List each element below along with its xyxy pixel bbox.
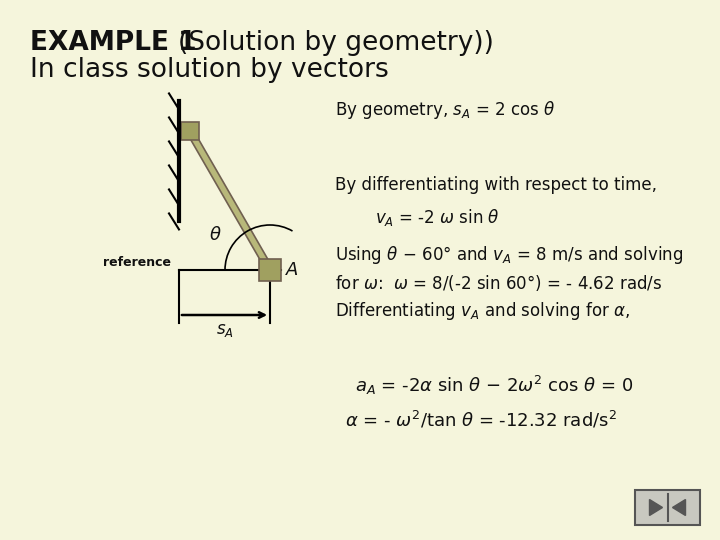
Text: $\alpha$ = - $\omega^2$/tan $\theta$ = -12.32 rad/s$^2$: $\alpha$ = - $\omega^2$/tan $\theta$ = -… [345,409,617,430]
Bar [635,490,700,525]
Text: $v_A$ = -2 $\omega$ sin $\theta$: $v_A$ = -2 $\omega$ sin $\theta$ [375,206,500,227]
Text: By differentiating with respect to time,: By differentiating with respect to time, [335,176,657,194]
Text: Using $\theta$ $-$ 60° and $v_A$ = 8 m/s and solving: Using $\theta$ $-$ 60° and $v_A$ = 8 m/s… [335,244,683,266]
Text: Differentiating $v_A$ and solving for $\alpha$,: Differentiating $v_A$ and solving for $\… [335,300,630,322]
Text: EXAMPLE 1: EXAMPLE 1 [30,30,206,56]
Text: A: A [286,261,298,279]
Text: $a_A$ = -2$\alpha$ sin $\theta$ $-$ 2$\omega^2$ cos $\theta$ = 0: $a_A$ = -2$\alpha$ sin $\theta$ $-$ 2$\o… [355,374,634,396]
Text: $s_A$: $s_A$ [215,321,233,339]
Polygon shape [184,128,276,273]
Text: By geometry, $s_A$ = 2 cos $\theta$: By geometry, $s_A$ = 2 cos $\theta$ [335,99,555,121]
Bar [259,259,281,281]
Polygon shape [649,500,662,516]
Text: In class solution by vectors: In class solution by vectors [30,57,389,83]
Text: $\theta$: $\theta$ [209,226,221,244]
Bar [181,123,199,140]
Text: reference: reference [103,255,171,268]
Text: (Solution by geometry)): (Solution by geometry)) [178,30,494,56]
Polygon shape [672,500,685,516]
Text: for $\omega$:  $\omega$ = 8/(-2 sin 60°) = - 4.62 rad/s: for $\omega$: $\omega$ = 8/(-2 sin 60°) … [335,273,662,293]
